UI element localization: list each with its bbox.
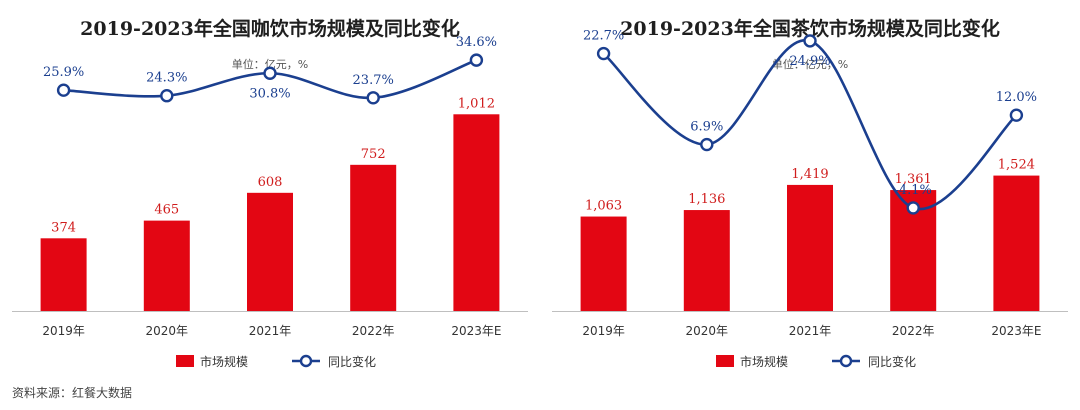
legend-line-label: 同比变化: [868, 354, 916, 369]
x-tick-label: 2022年: [892, 324, 935, 338]
line-value-label: -4.1%: [894, 183, 931, 198]
source-note: 资料来源：红餐大数据: [12, 386, 133, 400]
line-value-label: 23.7%: [353, 73, 394, 88]
line-value-label: 30.8%: [249, 86, 290, 101]
x-tick-label: 2020年: [146, 324, 189, 338]
x-tick-label: 2023年E: [451, 324, 501, 338]
line-value-label: 6.9%: [690, 120, 723, 135]
bar: [40, 238, 87, 311]
bar-value-label: 1,524: [998, 158, 1035, 173]
x-tick-label: 2020年: [686, 324, 729, 338]
line-point: [366, 91, 380, 105]
tea-chart-plot: 1,063 1,136 1,419 1,361 1,524 2019年 2020年 2021年…: [552, 29, 1068, 369]
line-value-label: 12.0%: [996, 90, 1037, 105]
legend-bar-swatch: [716, 355, 734, 367]
tea-chart-panel: 2019-2023年全国茶饮市场规模及同比变化 单位：亿元，% 1,063 1,1…: [540, 0, 1080, 380]
unit-note: 单位：亿元，%: [231, 58, 309, 71]
line-value-label: 34.6%: [456, 35, 497, 50]
chart-title: 2019-2023年全国茶饮市场规模及同比变化: [620, 18, 1000, 40]
bar-value-label: 1,012: [458, 96, 495, 111]
x-tick-label: 2019年: [582, 324, 625, 338]
x-tick-label: 2019年: [42, 324, 85, 338]
bar: [993, 175, 1040, 311]
coffee-chart-panel: 2019-2023年全国咖饮市场规模及同比变化 单位：亿元，% 374 465 60…: [0, 0, 540, 380]
line-point: [56, 83, 71, 97]
bar-value-label: 1,419: [791, 167, 828, 182]
line-point: [263, 66, 277, 80]
line-point: [1009, 108, 1024, 122]
bar: [683, 210, 730, 311]
bar-value-label: 465: [154, 203, 179, 218]
bar: [143, 220, 190, 311]
line-point: [700, 137, 714, 152]
line-point: [803, 34, 817, 48]
bar: [580, 216, 627, 311]
x-tick-label: 2021年: [789, 324, 832, 338]
line-point: [160, 89, 174, 103]
bar: [350, 164, 397, 311]
bar: [787, 184, 833, 311]
unit-note: 单位：亿元，%: [771, 58, 849, 71]
line-point: [906, 201, 920, 215]
legend-line-marker: [839, 354, 853, 368]
legend-bar-swatch: [176, 355, 194, 367]
line-value-label: 24.3%: [146, 71, 187, 86]
x-tick-label: 2021年: [249, 324, 292, 338]
bar-value-label: 1,361: [895, 172, 932, 187]
legend-line-marker: [299, 354, 313, 368]
legend-line-label: 同比变化: [328, 354, 376, 369]
bar-value-label: 752: [361, 147, 386, 162]
x-tick-label: 2022年: [352, 324, 395, 338]
legend-bar-label: 市场规模: [200, 354, 248, 369]
bar: [453, 114, 500, 311]
line-value-label: 25.9%: [43, 65, 84, 80]
bar-value-label: 1,136: [688, 192, 725, 207]
bar-value-label: 608: [258, 175, 283, 190]
legend-bar-label: 市场规模: [740, 354, 788, 369]
bar-value-label: 1,063: [585, 199, 622, 214]
line-value-label: 24.9%: [789, 54, 830, 69]
bar: [247, 192, 293, 311]
line-value-label: 22.7%: [583, 29, 624, 44]
line-point: [596, 46, 611, 61]
bar-value-label: 374: [51, 220, 76, 235]
x-tick-label: 2023年E: [991, 324, 1041, 338]
coffee-chart-plot: 374 465 608 752 1,012 2019年 2020年 2021年 2022年 202…: [12, 35, 528, 369]
chart-title: 2019-2023年全国咖饮市场规模及同比变化: [80, 18, 460, 40]
line-point: [469, 53, 484, 67]
